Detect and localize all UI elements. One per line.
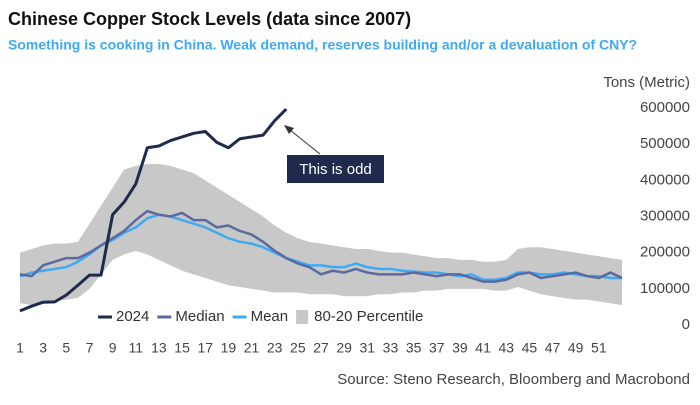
x-tick-label: 49 — [568, 340, 584, 356]
y-tick-label: 600000 — [640, 99, 690, 116]
x-tick-label: 29 — [336, 340, 352, 356]
x-tick-label: 41 — [475, 340, 491, 356]
series-line — [19, 108, 288, 313]
x-tick-label: 23 — [267, 340, 283, 356]
legend-label: 80-20 Percentile — [314, 308, 423, 325]
x-tick-label: 37 — [429, 340, 445, 356]
x-tick-label: 13 — [151, 340, 167, 356]
series-line — [19, 209, 623, 283]
x-tick-label: 33 — [383, 340, 399, 356]
y-tick-label: 500000 — [640, 135, 690, 152]
annotation-text: This is odd — [299, 161, 372, 178]
y-tick-label: 100000 — [640, 280, 690, 297]
x-tick-label: 19 — [221, 340, 237, 356]
x-tick-label: 51 — [591, 340, 607, 356]
x-tick-label: 3 — [39, 340, 47, 356]
x-tick-label: 31 — [360, 340, 376, 356]
chart-subtitle: Something is cooking in China. Weak dema… — [8, 37, 637, 53]
legend-label: 2024 — [116, 308, 149, 325]
x-tick-label: 21 — [244, 340, 260, 356]
annotation-arrowhead — [284, 125, 294, 134]
x-tick-label: 1 — [16, 340, 24, 356]
x-tick-label: 7 — [86, 340, 94, 356]
x-tick-label: 35 — [406, 340, 422, 356]
x-tick-label: 45 — [522, 340, 538, 356]
x-tick-label: 9 — [109, 340, 117, 356]
legend-label: Mean — [251, 308, 289, 325]
x-tick-label: 17 — [197, 340, 213, 356]
source: Source: Steno Research, Bloomberg and Ma… — [337, 371, 690, 388]
y-tick-label: 400000 — [640, 171, 690, 188]
y-tick-label: 200000 — [640, 244, 690, 261]
x-tick-label: 27 — [313, 340, 329, 356]
annotation-box — [287, 155, 384, 183]
x-tick-label: 47 — [545, 340, 561, 356]
x-tick-label: 5 — [62, 340, 70, 356]
y-tick-label: 300000 — [640, 207, 690, 224]
x-tick-label: 11 — [128, 340, 143, 356]
legend-swatch — [296, 310, 309, 324]
legend-label: Median — [175, 308, 224, 325]
x-tick-label: 25 — [290, 340, 306, 356]
y-axis-label: Tons (Metric) — [603, 74, 690, 91]
x-tick-label: 39 — [452, 340, 468, 356]
percentile-band — [20, 164, 622, 306]
x-tick-label: 15 — [174, 340, 190, 356]
x-tick-label: 43 — [498, 340, 514, 356]
chart-title: Chinese Copper Stock Levels (data since … — [8, 9, 411, 29]
y-tick-label: 0 — [682, 316, 690, 333]
